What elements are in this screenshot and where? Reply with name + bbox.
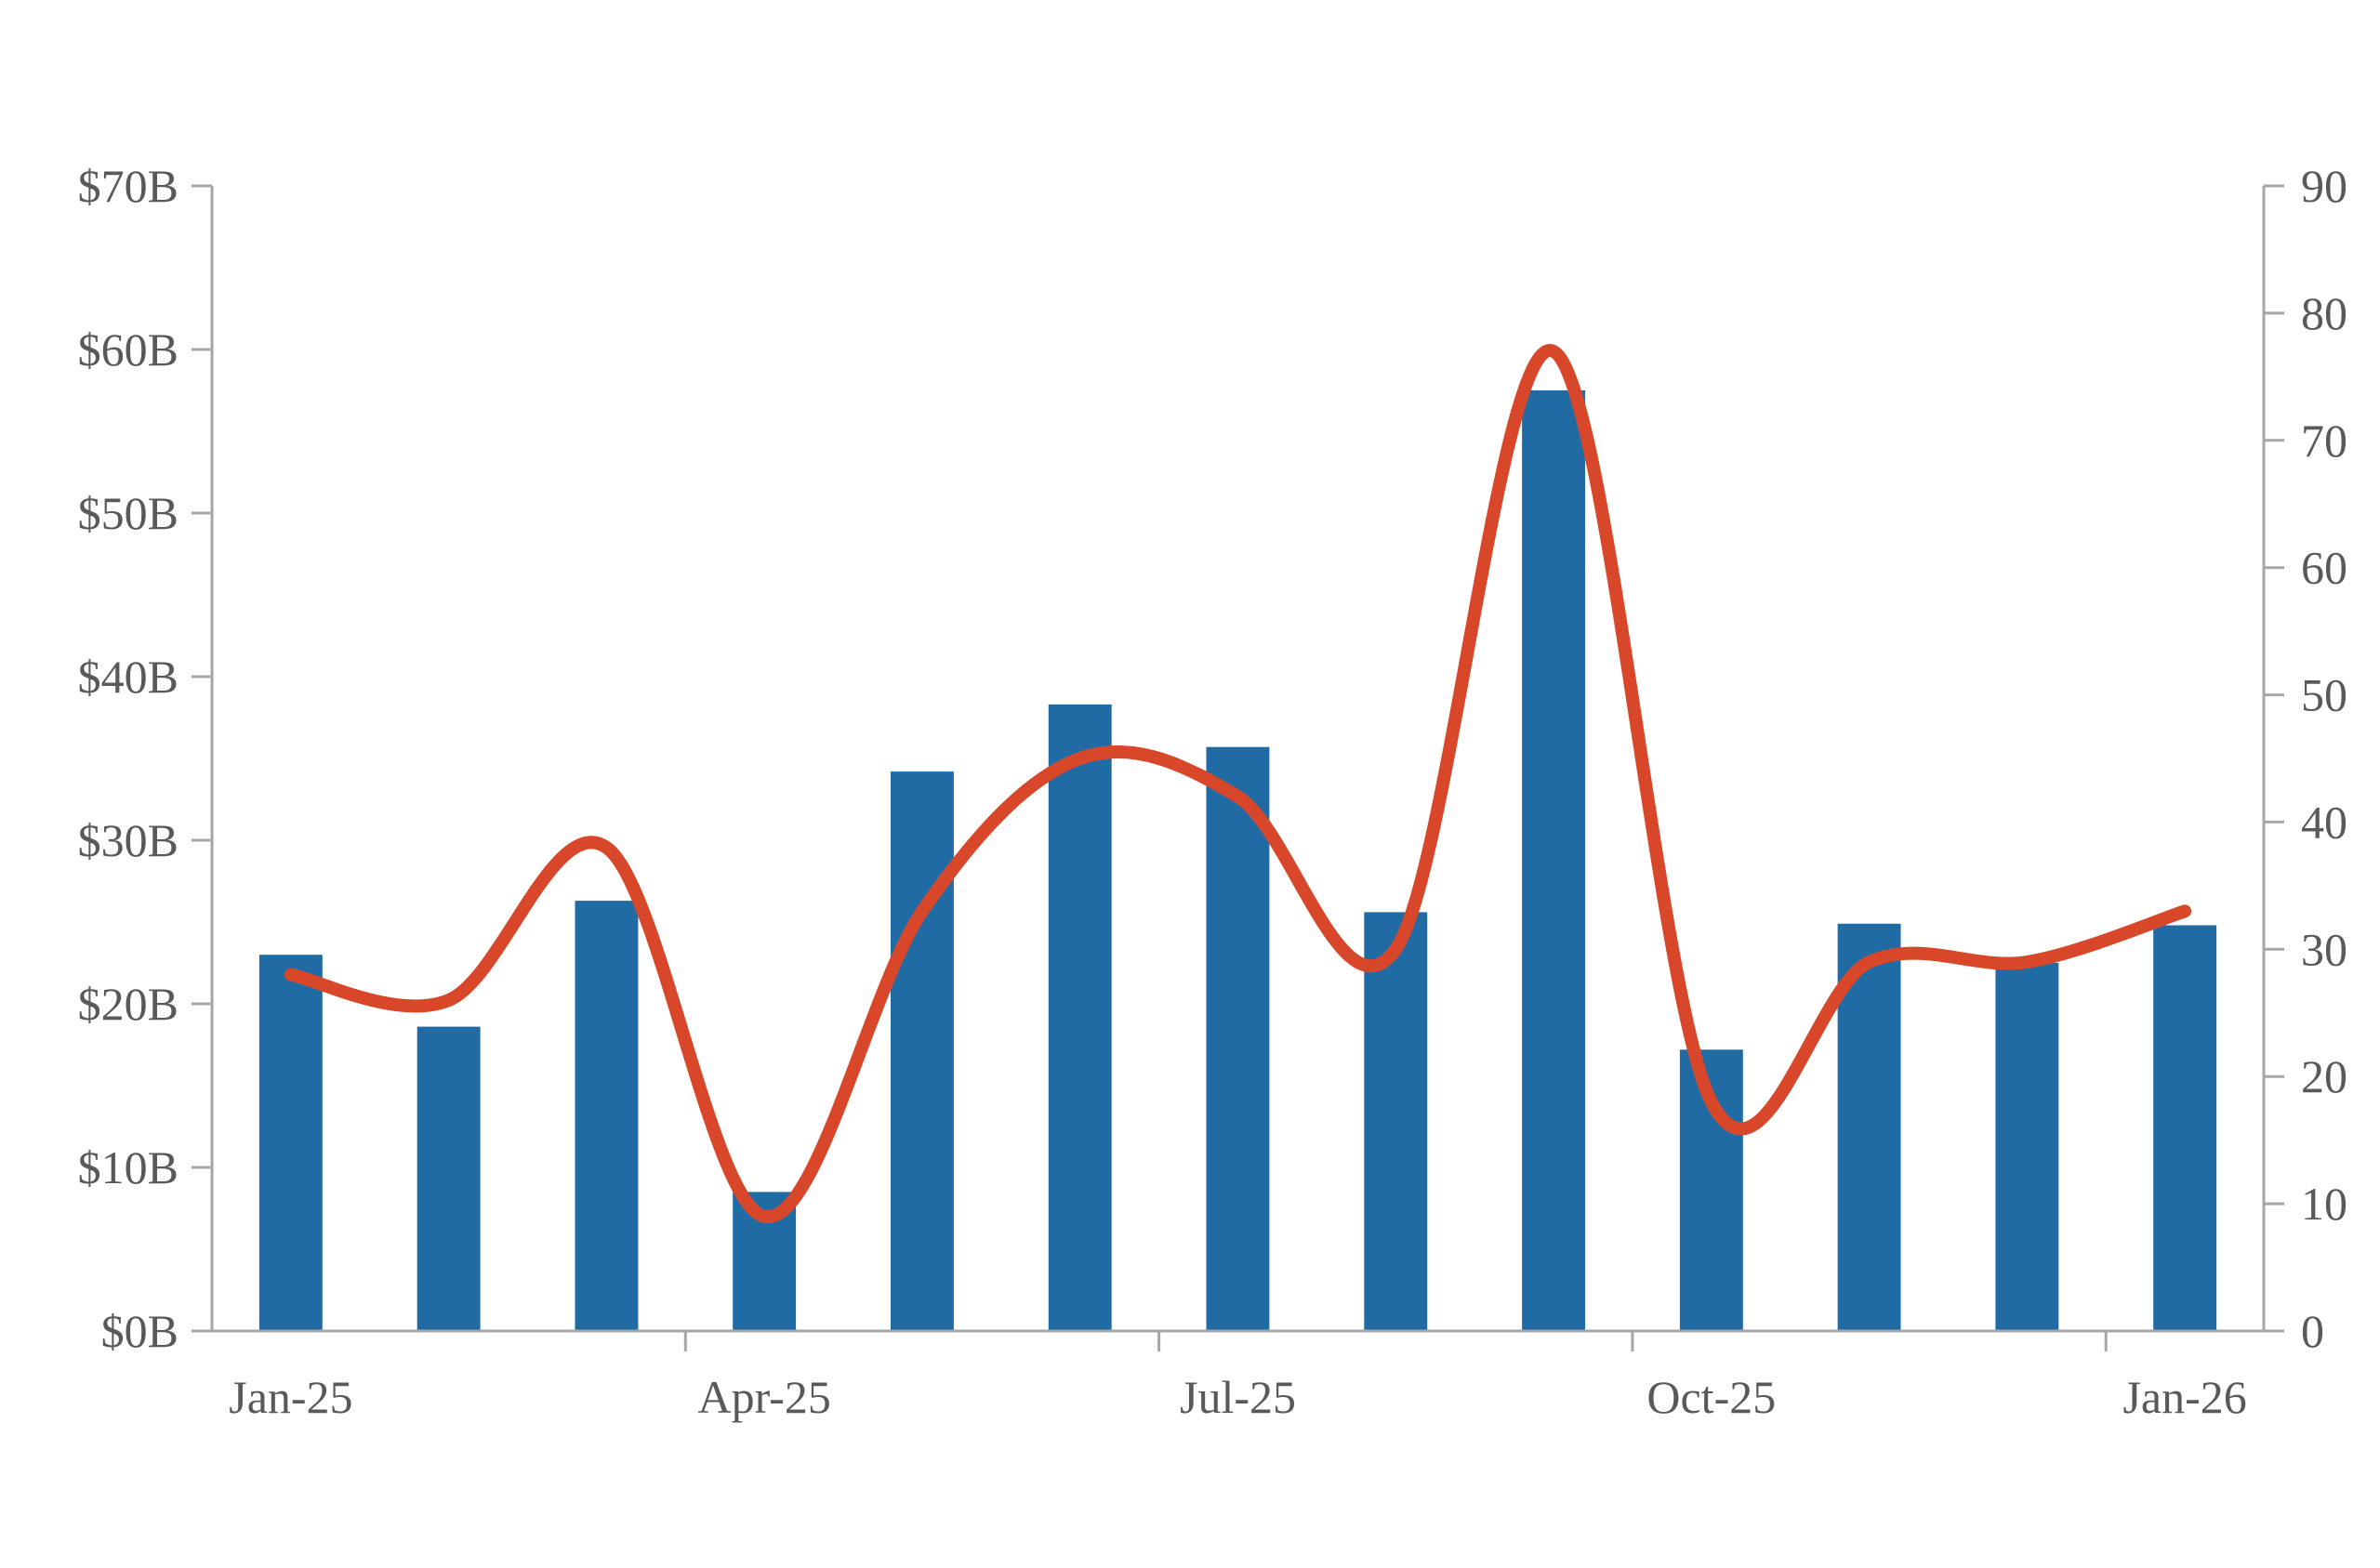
bar xyxy=(891,771,954,1331)
left-axis-tick-label: $50B xyxy=(78,487,178,539)
x-axis-label: Jan-25 xyxy=(229,1371,352,1423)
bar xyxy=(258,955,323,1331)
bar xyxy=(1837,923,1901,1331)
left-axis-tick-label: $40B xyxy=(78,651,178,703)
left-axis-tick-label: $60B xyxy=(78,323,178,376)
bar xyxy=(2153,925,2217,1331)
left-axis-tick-label: $30B xyxy=(78,814,178,866)
right-axis-tick-label: 10 xyxy=(2301,1178,2347,1230)
right-axis-tick-label: 20 xyxy=(2301,1050,2347,1102)
right-axis-tick-label: 90 xyxy=(2301,160,2347,212)
right-axis-tick-label: 70 xyxy=(2301,415,2347,467)
smooth-line xyxy=(284,344,2192,1223)
bar xyxy=(1206,746,1270,1331)
bar xyxy=(416,1026,481,1331)
right-axis-tick-label: 40 xyxy=(2301,796,2347,848)
right-axis-tick-label: 50 xyxy=(2301,669,2347,721)
right-axis-tick-label: 80 xyxy=(2301,287,2347,339)
bar xyxy=(1995,963,2059,1331)
x-axis-label: Apr-25 xyxy=(697,1371,830,1423)
bar xyxy=(575,901,639,1331)
right-axis-tick-label: 60 xyxy=(2301,542,2347,594)
left-axis-tick-label: $70B xyxy=(78,160,178,212)
bar xyxy=(1364,912,1428,1331)
bar xyxy=(1048,704,1112,1331)
bar xyxy=(1522,390,1585,1331)
right-axis-tick-label: 0 xyxy=(2301,1305,2324,1357)
left-axis-tick-label: $0B xyxy=(101,1305,178,1357)
x-axis-label: Oct-25 xyxy=(1646,1371,1776,1423)
left-axis-tick-label: $20B xyxy=(78,978,178,1030)
left-axis-tick-label: $10B xyxy=(78,1141,178,1193)
x-axis-label: Jan-26 xyxy=(2122,1371,2246,1423)
x-axis-label: Jul-25 xyxy=(1180,1371,1296,1423)
right-axis-tick-label: 30 xyxy=(2301,923,2347,975)
